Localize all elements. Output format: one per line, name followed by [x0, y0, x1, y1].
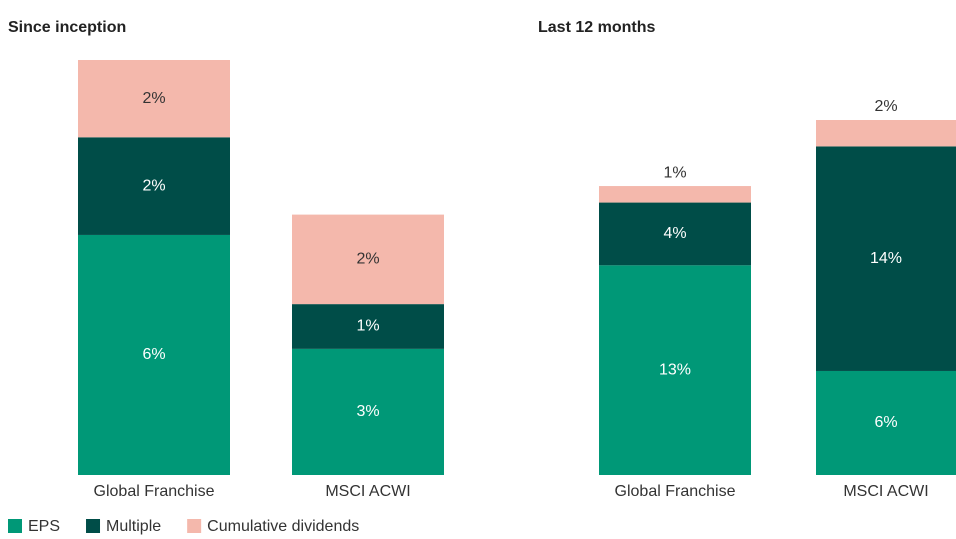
bar-segment — [599, 186, 751, 203]
bar-segment — [599, 265, 751, 475]
bar-segment — [816, 120, 956, 147]
value-label: 3% — [356, 403, 379, 420]
x-tick-label: Global Franchise — [615, 483, 736, 500]
bar-segment — [78, 234, 230, 475]
value-label: 6% — [874, 414, 897, 431]
legend-swatch — [8, 519, 22, 533]
x-tick-label: MSCI ACWI — [843, 483, 928, 500]
bar-segment — [816, 370, 956, 475]
bar-segment — [78, 60, 230, 138]
bar-segment — [78, 137, 230, 235]
value-label: 1% — [663, 164, 686, 181]
bar-segment — [292, 348, 444, 475]
bar-segment — [599, 202, 751, 266]
legend-label: Multiple — [106, 518, 161, 535]
value-label: 6% — [142, 346, 165, 363]
bar-segment — [292, 304, 444, 349]
bar-segment — [816, 146, 956, 371]
x-tick-label: MSCI ACWI — [325, 483, 410, 500]
chart-title: Since inception — [8, 19, 126, 36]
value-label: 1% — [356, 318, 379, 335]
value-label: 2% — [142, 177, 165, 194]
legend-label: Cumulative dividends — [207, 518, 359, 535]
value-label: 14% — [870, 250, 902, 267]
value-label: 2% — [142, 90, 165, 107]
x-tick-label: Global Franchise — [94, 483, 215, 500]
value-label: 13% — [659, 361, 691, 378]
legend-label: EPS — [28, 518, 60, 535]
chart-title: Last 12 months — [538, 19, 655, 36]
legend-swatch — [86, 519, 101, 533]
value-label: 2% — [356, 251, 379, 268]
bar-segment — [292, 214, 444, 305]
value-label: 2% — [874, 98, 897, 115]
legend-swatch — [187, 519, 202, 533]
value-label: 4% — [663, 225, 686, 242]
